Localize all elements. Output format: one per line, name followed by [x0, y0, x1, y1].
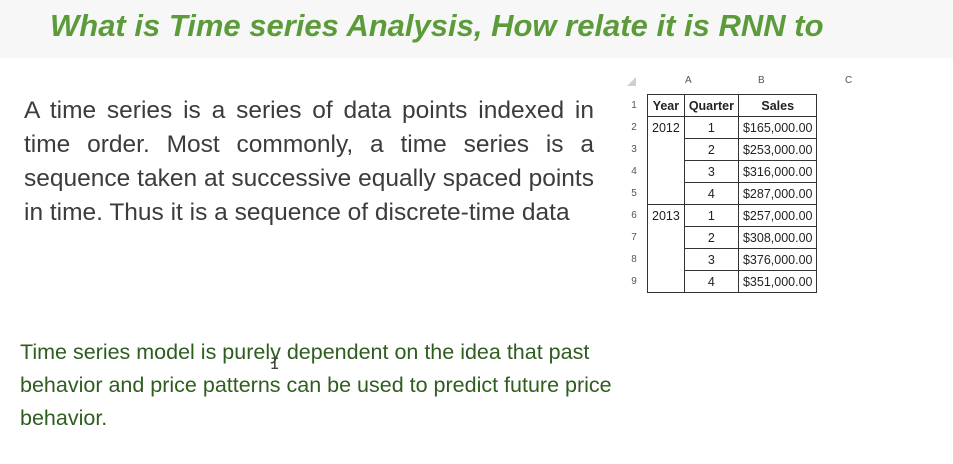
cell-quarter[interactable]: 3: [683, 248, 739, 271]
cell-sales[interactable]: $351,000.00: [737, 270, 818, 293]
cell-sales[interactable]: $253,000.00: [737, 138, 818, 161]
sales-table: Year Quarter Sales 2012 1 $165,000.00 2 …: [647, 94, 818, 293]
table-row: 3 $376,000.00: [647, 248, 818, 271]
cell-year[interactable]: 2012: [647, 116, 685, 139]
table-row: 2013 1 $257,000.00: [647, 204, 818, 227]
title-bar: What is Time series Analysis, How relate…: [0, 0, 953, 58]
slide-title: What is Time series Analysis, How relate…: [50, 8, 824, 43]
cell-sales[interactable]: $376,000.00: [737, 248, 818, 271]
text-cursor-icon: I: [270, 354, 280, 373]
definition-paragraph: A time series is a series of data points…: [24, 97, 594, 226]
cell-quarter[interactable]: 1: [683, 204, 739, 227]
cell-sales[interactable]: $165,000.00: [737, 116, 818, 139]
column-headers: A B C: [623, 73, 903, 91]
cell-quarter[interactable]: 2: [683, 226, 739, 249]
cell-year[interactable]: [647, 182, 685, 205]
table-row: 2012 1 $165,000.00: [647, 116, 818, 139]
row-number[interactable]: 2: [631, 122, 637, 133]
cell-quarter[interactable]: 3: [683, 160, 739, 183]
cell-sales[interactable]: $257,000.00: [737, 204, 818, 227]
cell-sales[interactable]: $308,000.00: [737, 226, 818, 249]
cell-quarter[interactable]: 4: [683, 270, 739, 293]
row-number[interactable]: 7: [631, 232, 637, 243]
row-number[interactable]: 5: [631, 188, 637, 199]
select-all-corner[interactable]: [627, 77, 636, 86]
column-header-b[interactable]: B: [758, 75, 765, 86]
model-paragraph: Time series model is purely dependent on…: [20, 340, 612, 430]
cell-year[interactable]: 2013: [647, 204, 685, 227]
cell-quarter[interactable]: 2: [683, 138, 739, 161]
cell-year[interactable]: [647, 270, 685, 293]
cell-year[interactable]: [647, 226, 685, 249]
cell-sales[interactable]: $287,000.00: [737, 182, 818, 205]
row-number[interactable]: 6: [631, 210, 637, 221]
row-number[interactable]: 1: [631, 100, 637, 111]
header-quarter[interactable]: Quarter: [683, 94, 739, 117]
cell-year[interactable]: [647, 248, 685, 271]
table-header-row: Year Quarter Sales: [647, 94, 818, 117]
header-sales[interactable]: Sales: [737, 94, 818, 117]
header-year[interactable]: Year: [647, 94, 685, 117]
row-number[interactable]: 8: [631, 254, 637, 265]
column-header-c[interactable]: C: [845, 75, 853, 86]
row-number[interactable]: 3: [631, 144, 637, 155]
cell-year[interactable]: [647, 138, 685, 161]
table-row: 4 $351,000.00: [647, 270, 818, 293]
table-row: 2 $253,000.00: [647, 138, 818, 161]
table-row: 3 $316,000.00: [647, 160, 818, 183]
table-row: 2 $308,000.00: [647, 226, 818, 249]
cell-quarter[interactable]: 1: [683, 116, 739, 139]
row-number[interactable]: 9: [631, 276, 637, 287]
table-row: 4 $287,000.00: [647, 182, 818, 205]
row-number[interactable]: 4: [631, 166, 637, 177]
cell-quarter[interactable]: 4: [683, 182, 739, 205]
cell-year[interactable]: [647, 160, 685, 183]
column-header-a[interactable]: A: [685, 75, 692, 86]
cell-sales[interactable]: $316,000.00: [737, 160, 818, 183]
